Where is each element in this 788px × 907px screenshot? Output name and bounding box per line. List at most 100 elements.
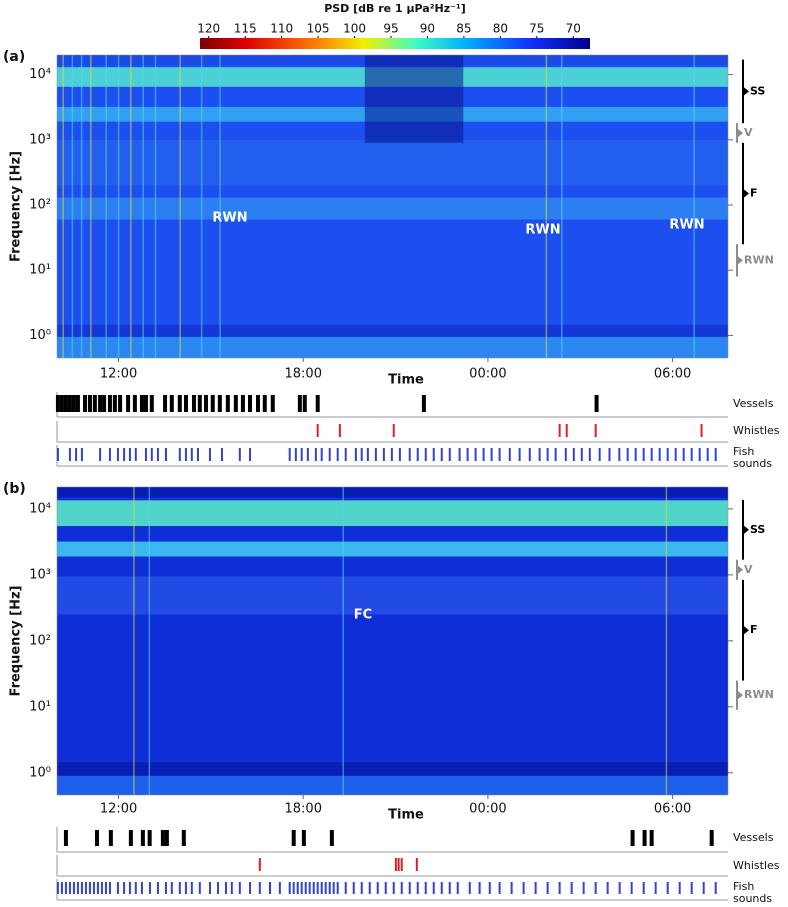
event-mark xyxy=(72,882,75,894)
event-mark xyxy=(233,395,238,412)
event-mark xyxy=(498,882,501,894)
event-mark xyxy=(268,882,271,894)
event-mark xyxy=(75,448,78,461)
event-mark xyxy=(128,830,133,846)
event-mark xyxy=(296,882,299,894)
track-label: Whistles xyxy=(733,859,780,872)
event-mark xyxy=(164,830,169,846)
event-mark xyxy=(328,882,331,894)
event-mark xyxy=(71,395,76,412)
event-mark xyxy=(224,882,227,894)
event-mark xyxy=(262,395,267,412)
event-mark xyxy=(139,395,144,412)
panel-label: (a) xyxy=(3,49,25,65)
event-mark xyxy=(400,882,403,894)
event-mark xyxy=(302,395,307,412)
event-mark xyxy=(80,882,83,894)
event-mark xyxy=(100,882,103,894)
event-mark xyxy=(220,448,223,461)
event-mark xyxy=(178,448,181,461)
event-mark xyxy=(658,448,661,461)
event-mark xyxy=(564,448,567,461)
event-mark xyxy=(448,448,451,461)
y-tick-label: 10³ xyxy=(29,132,51,147)
event-mark xyxy=(314,448,317,461)
event-mark xyxy=(666,448,669,461)
event-mark xyxy=(238,448,241,461)
event-mark xyxy=(98,395,103,412)
event-mark xyxy=(288,448,291,461)
band-label: V xyxy=(744,563,753,576)
event-mark xyxy=(415,858,418,871)
event-mark xyxy=(210,395,215,412)
y-tick-label: 10² xyxy=(29,633,51,648)
event-mark xyxy=(374,448,377,461)
event-mark xyxy=(630,830,635,846)
x-tick-label: 06:00 xyxy=(654,367,691,382)
event-mark xyxy=(626,448,629,461)
event-mark xyxy=(164,882,167,894)
colorbar-tick-label: 100 xyxy=(343,22,366,36)
event-mark xyxy=(392,424,395,437)
colorbar-tick-label: 110 xyxy=(270,22,293,36)
event-mark xyxy=(698,448,701,461)
event-mark xyxy=(336,882,339,894)
band-label: SS xyxy=(750,523,765,536)
event-mark xyxy=(329,830,334,846)
event-mark xyxy=(190,448,193,461)
event-mark xyxy=(87,395,92,412)
event-mark xyxy=(572,448,575,461)
band-arrow xyxy=(744,189,749,198)
event-mark xyxy=(332,882,335,894)
x-tick-label: 12:00 xyxy=(100,802,137,817)
event-mark xyxy=(608,448,611,461)
event-mark xyxy=(216,882,219,894)
event-mark xyxy=(654,882,657,894)
band-label: F xyxy=(750,623,758,636)
track-label: Vessels xyxy=(733,831,774,844)
event-mark xyxy=(247,395,252,412)
event-mark xyxy=(292,882,295,894)
event-mark xyxy=(240,395,245,412)
event-mark xyxy=(336,448,339,461)
event-mark xyxy=(198,882,201,894)
event-mark xyxy=(394,858,397,871)
event-mark xyxy=(76,882,79,894)
band-label: SS xyxy=(750,84,765,97)
event-mark xyxy=(392,882,395,894)
event-mark xyxy=(83,395,88,412)
event-mark xyxy=(466,448,469,461)
event-mark xyxy=(128,448,131,461)
event-mark xyxy=(478,882,481,894)
event-mark xyxy=(203,395,208,412)
event-mark xyxy=(432,882,435,894)
track-label: Vessels xyxy=(733,397,774,410)
band-arrow xyxy=(738,565,743,574)
event-mark xyxy=(678,882,681,894)
event-mark xyxy=(123,448,126,461)
event-mark xyxy=(565,424,568,437)
event-mark xyxy=(88,882,91,894)
event-mark xyxy=(177,395,182,412)
event-mark xyxy=(368,882,371,894)
band-arrow xyxy=(744,626,749,635)
event-mark xyxy=(432,448,435,461)
event-mark xyxy=(63,395,68,412)
spectrogram-band xyxy=(57,775,728,795)
colorbar-tick-label: 95 xyxy=(383,22,398,36)
event-mark xyxy=(230,882,233,894)
spectrogram xyxy=(57,55,728,358)
event-mark xyxy=(248,882,251,894)
event-mark xyxy=(184,448,187,461)
spectrogram-band xyxy=(57,541,728,557)
event-mark xyxy=(482,448,485,461)
y-tick-label: 10⁴ xyxy=(29,67,51,82)
event-mark xyxy=(598,448,601,461)
event-mark xyxy=(606,882,609,894)
event-mark xyxy=(170,882,173,894)
event-mark xyxy=(328,448,331,461)
colorbar-tick-label: 90 xyxy=(420,22,435,36)
event-mark xyxy=(490,448,493,461)
y-tick-label: 10² xyxy=(29,198,51,213)
x-tick-label: 18:00 xyxy=(285,802,322,817)
